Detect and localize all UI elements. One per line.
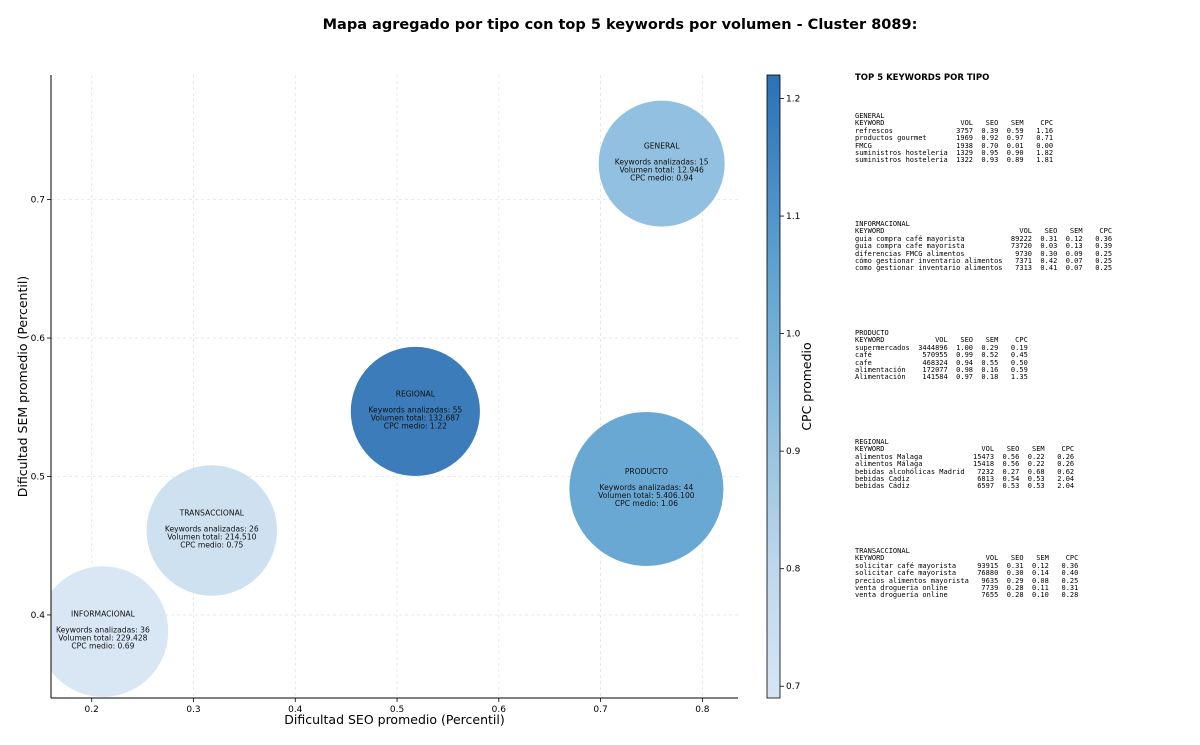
x-tick-label: 0.4: [288, 705, 303, 715]
keyword-row: refrescos 3757 0.39 0.59 1.16: [855, 126, 1054, 135]
bubble-general: [598, 100, 725, 227]
colorbar-tick-label: 1.2: [786, 95, 800, 105]
keyword-table-header: KEYWORD VOL SEO SEM CPC: [855, 227, 1113, 236]
x-tick-label: 0.2: [85, 705, 99, 715]
keyword-row: supermercados 3444896 1.00 0.29 0.19: [855, 343, 1028, 352]
bubble-type-label: PRODUCTO: [625, 467, 668, 476]
bubble-keywords-label: Keywords analizadas: 44: [599, 483, 693, 492]
keyword-row: solicitar cafe mayorista 76880 0.30 0.14…: [855, 569, 1079, 578]
keyword-row: café 570955 0.99 0.52 0.45: [855, 351, 1028, 360]
colorbar-tick-label: 0.9: [786, 447, 801, 457]
keyword-group-type: GENERAL: [855, 112, 885, 120]
bubble-keywords-label: Keywords analizadas: 36: [56, 626, 150, 635]
x-axis-label: Dificultad SEO promedio (Percentil): [284, 712, 504, 727]
x-tick-label: 0.7: [593, 705, 607, 715]
keyword-row: bebidas Cádiz 6597 0.53 0.53 2.04: [855, 482, 1075, 491]
panel-title: TOP 5 KEYWORDS POR TIPO: [855, 73, 990, 83]
bubble-cpc-label: CPC medio: 1.06: [615, 499, 678, 508]
colorbar-tick-label: 0.7: [786, 682, 800, 692]
y-tick-label: 0.5: [31, 472, 45, 482]
keyword-table-header: KEYWORD VOL SEO SEM CPC: [855, 445, 1075, 454]
keyword-row: precios alimentos mayorista 9635 0.29 0.…: [855, 576, 1079, 585]
keyword-row: guia compra cafe mayorista 73720 0.03 0.…: [855, 242, 1113, 251]
keyword-row: suministros hosteleria 1322 0.93 0.89 1.…: [855, 156, 1054, 165]
bubble-type-label: REGIONAL: [396, 389, 436, 398]
bubble-transaccional: [146, 465, 278, 596]
bubble-cpc-label: CPC medio: 1.22: [384, 421, 447, 430]
keyword-row: alimentos Malaga 15473 0.56 0.22 0.26: [855, 452, 1075, 461]
keyword-row: Alimentación 141584 0.97 0.18 1.35: [855, 373, 1028, 382]
colorbar-label: CPC promedio: [799, 342, 814, 430]
keyword-table-header: KEYWORD VOL SEO SEM CPC: [855, 554, 1079, 563]
x-tick-label: 0.3: [186, 705, 200, 715]
axes: 0.2 0.3 0.4 0.5 0.6 0.7 0.8 0.4 0.5 0.6 0.7 Dificul…: [15, 75, 738, 727]
colorbar-tick-label: 1.0: [786, 330, 801, 340]
top-keywords-panel: TOP 5 KEYWORDS POR TIPO GENERAL KEYWORD V…: [855, 73, 1195, 599]
bubble-cpc-label: CPC medio: 0.94: [630, 174, 693, 183]
bubble-regional: [350, 346, 480, 477]
keyword-group-general: GENERAL KEYWORD VOL SEO SEM CPC refrescos …: [855, 112, 1054, 165]
keyword-group-type: TRANSACCIONAL: [855, 547, 910, 555]
keyword-row: cómo gestionar inventario alimentos 7371…: [855, 257, 1113, 266]
bubble-keywords-label: Keywords analizadas: 15: [615, 158, 709, 167]
keyword-table-header: KEYWORD VOL SEO SEM CPC: [855, 336, 1028, 345]
x-tick-label: 0.5: [390, 705, 404, 715]
bubble-keywords-label: Keywords analizadas: 26: [165, 524, 259, 533]
keyword-row: alimentos Málaga 15418 0.56 0.22 0.26: [855, 460, 1075, 469]
keyword-row: suministros hosteleria 1329 0.95 0.90 1.…: [855, 149, 1054, 158]
y-tick-label: 0.6: [31, 334, 46, 344]
keyword-row: como gestionar inventario alimentos 7313…: [855, 264, 1113, 273]
keyword-group-type: INFORMACIONAL: [855, 220, 910, 228]
keyword-row: productos gourmet 1969 0.92 0.97 0.71: [855, 134, 1054, 143]
keyword-group-type: PRODUCTO: [855, 329, 889, 337]
bubble-volume-label: Volumen total: 12.946: [619, 166, 704, 175]
keyword-row: venta droguería online 7655 0.28 0.10 0.…: [855, 591, 1079, 600]
bubble-cpc-label: CPC medio: 0.75: [180, 540, 243, 549]
bubble-informacional: [51, 566, 169, 697]
keyword-group-regional: REGIONAL KEYWORD VOL SEO SEM CPC alimentos…: [855, 438, 1075, 491]
keyword-row: bebidas Cadiz 6813 0.54 0.53 2.04: [855, 475, 1075, 484]
keyword-row: bebidas alcohólicas Madrid 7232 0.27 0.6…: [855, 467, 1075, 476]
bubble-producto: [569, 411, 724, 566]
bubble-volume-label: Volumen total: 5.406.100: [598, 491, 695, 500]
keyword-group-transaccional: TRANSACCIONAL KEYWORD VOL SEO SEM CPC soli…: [855, 547, 1079, 600]
keyword-row: venta drogueria online 7739 0.28 0.11 0.…: [855, 584, 1079, 593]
keyword-group-producto: PRODUCTO KEYWORD VOL SEO SEM CPC supermerc…: [855, 329, 1028, 382]
bubbles: [51, 100, 725, 697]
keyword-group-informacional: INFORMACIONAL KEYWORD VOL SEO SEM CPC guia…: [855, 220, 1113, 273]
bubble-volume-label: Volumen total: 229.428: [58, 634, 147, 643]
y-axis-label: Dificultad SEM promedio (Percentil): [15, 276, 30, 497]
colorbar-gradient: [766, 74, 781, 699]
bubble-type-label: INFORMACIONAL: [71, 610, 136, 619]
y-tick-label: 0.7: [31, 196, 45, 206]
bubble-keywords-label: Keywords analizadas: 55: [368, 405, 462, 414]
bubble-type-label: GENERAL: [644, 142, 680, 151]
keyword-row: cafe 468324 0.94 0.55 0.50: [855, 358, 1028, 367]
keyword-row: diferencias FMCG alimentos 9730 0.30 0.0…: [855, 249, 1113, 258]
x-tick-label: 0.6: [492, 705, 507, 715]
bubble-volume-label: Volumen total: 214.510: [167, 532, 256, 541]
keyword-row: solicitar café mayorista 93915 0.31 0.12…: [855, 561, 1079, 570]
bubble-volume-label: Volumen total: 132.687: [371, 413, 460, 422]
colorbar: 0.7 0.8 0.9 1.0 1.1 1.2 CPC promedio: [766, 74, 814, 699]
bubble-type-label: TRANSACCIONAL: [179, 508, 245, 517]
bubble-cpc-label: CPC medio: 0.69: [71, 642, 134, 651]
keyword-row: alimentación 172077 0.98 0.16 0.59: [855, 366, 1028, 375]
x-tick-label: 0.8: [695, 705, 710, 715]
colorbar-tick-label: 0.8: [786, 565, 801, 575]
keyword-row: guia compra café mayorista 89222 0.31 0.…: [855, 234, 1113, 243]
keyword-table-header: KEYWORD VOL SEO SEM CPC: [855, 119, 1054, 128]
keyword-group-type: REGIONAL: [855, 438, 889, 446]
keyword-row: FMCG 1938 0.70 0.01 0.00: [855, 141, 1054, 150]
y-tick-label: 0.4: [31, 611, 46, 621]
chart-title: Mapa agregado por tipo con top 5 keyword…: [322, 17, 918, 33]
colorbar-tick-label: 1.1: [786, 212, 800, 222]
